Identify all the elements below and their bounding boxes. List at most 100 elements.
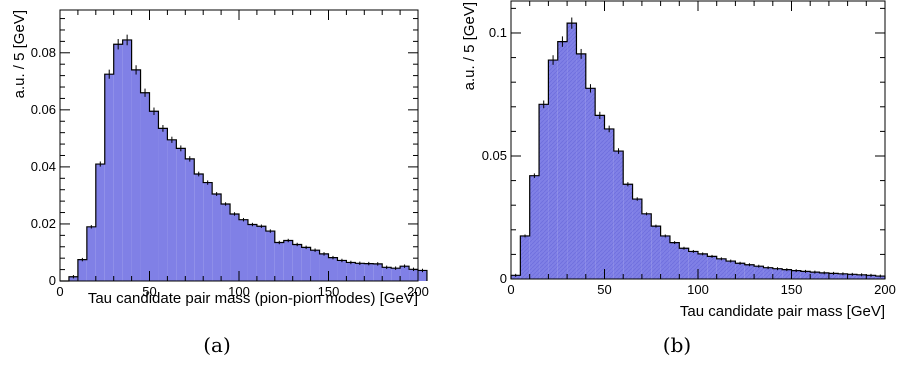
histogram-bar [782, 269, 792, 279]
histogram-bar [529, 175, 540, 279]
axis-ticks-a: 0 50 100 150 200 0 0.02 0.04 0.06 0.08 [31, 10, 429, 299]
x-tick-label: 50 [142, 284, 156, 299]
histogram-bar [669, 242, 680, 279]
histogram-bar [791, 270, 801, 279]
histogram-bar [113, 44, 123, 281]
histogram-bar [167, 139, 177, 281]
panel-a: 0 50 100 150 200 0 0.02 0.04 0.06 0.08 Tau candid… [11, 9, 429, 357]
histogram-a [60, 34, 428, 282]
histogram-bar [328, 257, 338, 281]
y-tick-label: 0.05 [482, 148, 507, 163]
histogram-bar [212, 193, 222, 281]
histogram-bar [511, 275, 521, 279]
histogram-bar [301, 247, 311, 281]
histogram-bar [104, 74, 114, 282]
histogram-bar [735, 263, 745, 279]
histogram-bar [800, 271, 811, 279]
histogram-bar [176, 148, 186, 281]
histogram-bar [557, 41, 568, 279]
x-tick-label: 200 [407, 284, 429, 299]
histogram-bar [346, 262, 356, 281]
histogram-bar [567, 23, 577, 280]
histogram-bar [744, 264, 755, 279]
histogram-bar [382, 267, 392, 281]
x-tick-label: 150 [318, 284, 340, 299]
histogram-bar [256, 226, 266, 281]
histogram-bar [194, 174, 204, 281]
y-tick-label: 0 [500, 271, 507, 286]
y-tick-label: 0.06 [31, 102, 56, 117]
histogram-b [510, 17, 886, 280]
caption-a: (a) [203, 333, 231, 357]
x-axis-title-a: Tau candidate pair mass (pion-pion modes… [88, 290, 418, 307]
y-tick-label: 0.1 [489, 25, 507, 40]
histogram-bar [203, 182, 213, 281]
histogram-bar [623, 184, 633, 279]
histogram-bar [418, 270, 427, 281]
histogram-bar [265, 231, 275, 281]
histogram-bar [520, 235, 530, 279]
histogram-bar [856, 274, 867, 279]
histogram-bar [810, 272, 820, 279]
caption-b: (b) [663, 333, 691, 357]
histogram-bar [122, 39, 132, 281]
histogram-bar [595, 115, 605, 280]
histogram-bar [866, 275, 876, 279]
histogram-bar [230, 213, 239, 281]
histogram-bar [698, 253, 708, 279]
histogram-bar [613, 151, 624, 279]
x-axis-title-b: Tau candidate pair mass [GeV] [680, 303, 885, 320]
x-tick-label: 0 [507, 282, 514, 297]
histogram-bar [828, 273, 839, 279]
histogram-bar [373, 263, 383, 281]
histogram-bar [409, 269, 418, 281]
x-tick-label: 200 [874, 282, 896, 297]
histogram-bar [274, 242, 284, 281]
y-axis-title-b: a.u. / 5 [GeV] [461, 2, 478, 90]
histogram-bar [679, 248, 689, 279]
y-tick-label: 0 [49, 273, 56, 288]
axis-ticks-b: 0 50 100 150 200 0 0.05 0.1 [482, 1, 896, 297]
panel-b: 0 50 100 150 200 0 0.05 0.1 Tau candidate pair … [461, 0, 896, 357]
histogram-bar [772, 268, 783, 279]
histogram-bar [68, 276, 78, 281]
histogram-bar [319, 253, 329, 281]
histogram-bar [364, 263, 374, 281]
x-tick-label: 50 [597, 282, 611, 297]
y-tick-label: 0.08 [31, 45, 56, 60]
histogram-bar [86, 226, 96, 281]
histogram-outline [60, 39, 428, 282]
histogram-bar [149, 111, 159, 281]
y-axis-title-a: a.u. / 5 [GeV] [11, 10, 28, 98]
histogram-bar [726, 261, 736, 279]
histogram-bar [247, 224, 257, 281]
x-tick-label: 100 [228, 284, 250, 299]
histogram-bar [400, 266, 410, 281]
histogram-bar [707, 256, 717, 279]
histogram-bar [847, 274, 857, 279]
histogram-bar [283, 240, 293, 281]
histogram-bar [158, 128, 168, 281]
histogram-bar [140, 92, 150, 281]
histogram-bar [641, 213, 652, 279]
histogram-bar [576, 53, 586, 280]
histogram-bar [632, 199, 642, 279]
histogram-bar [95, 164, 105, 281]
x-tick-label: 0 [56, 284, 63, 299]
histogram-bar [355, 263, 365, 281]
histogram-bar [185, 158, 195, 281]
histogram-bar [310, 250, 320, 281]
x-tick-label: 100 [687, 282, 709, 297]
histogram-bar [539, 104, 549, 280]
histogram-bar [391, 268, 401, 281]
histogram-bar [754, 266, 764, 279]
histogram-bar [77, 259, 87, 281]
histogram-bar [292, 244, 302, 281]
histogram-bar [604, 128, 614, 279]
histogram-bar [239, 219, 248, 281]
y-tick-label: 0.02 [31, 216, 56, 231]
histogram-bar [819, 272, 829, 279]
histogram-bar [651, 226, 661, 279]
histogram-bar [716, 258, 727, 279]
